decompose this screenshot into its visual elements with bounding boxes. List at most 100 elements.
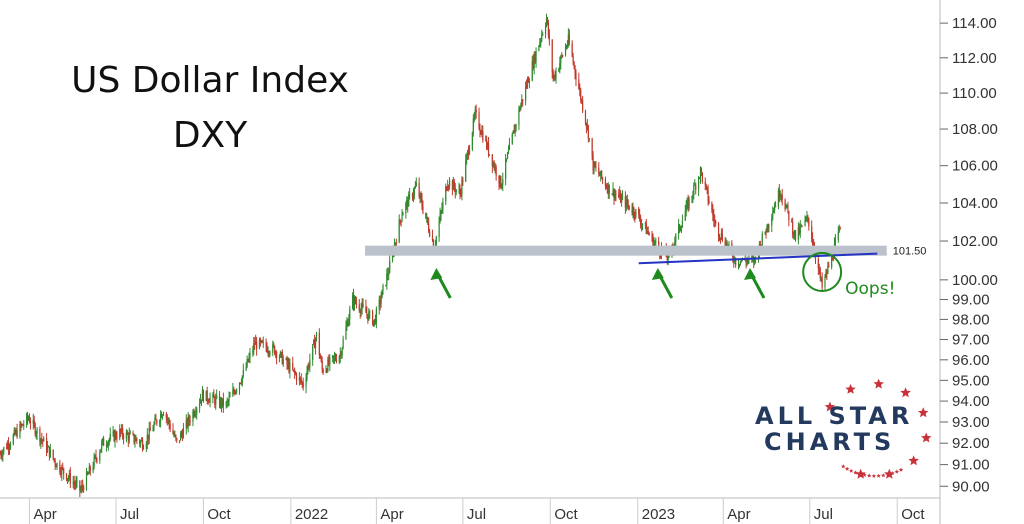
- candle-body: [129, 432, 131, 434]
- candle: [565, 44, 568, 50]
- rising-trendline: [638, 252, 878, 265]
- candle: [83, 484, 85, 493]
- candle-body: [508, 143, 511, 150]
- candle-body: [161, 415, 164, 418]
- candle: [0, 450, 1, 455]
- candle: [253, 336, 255, 356]
- candle: [621, 190, 624, 201]
- candle: [792, 217, 794, 239]
- candle-body: [341, 348, 343, 356]
- candle-body: [554, 75, 556, 79]
- candle: [418, 177, 420, 199]
- candle: [697, 175, 700, 197]
- candle-body: [246, 359, 248, 367]
- candle: [818, 263, 820, 275]
- candle-body: [189, 420, 191, 422]
- candle-body: [794, 230, 797, 240]
- candle: [793, 229, 796, 240]
- candle-body: [545, 17, 548, 26]
- candle-body: [281, 352, 283, 364]
- candle-body: [353, 297, 356, 306]
- candle: [675, 233, 677, 249]
- candle-body: [767, 224, 769, 228]
- candle-body: [704, 181, 706, 185]
- candle: [267, 346, 269, 357]
- candle-body: [648, 233, 650, 236]
- candle-body: [241, 375, 243, 383]
- candle-body: [93, 456, 95, 467]
- candle: [168, 417, 170, 430]
- candle-body: [159, 421, 161, 424]
- candle-body: [757, 254, 760, 258]
- candle-body: [321, 361, 323, 370]
- candle: [600, 170, 602, 182]
- candle-body: [180, 433, 183, 435]
- candle-body: [79, 480, 81, 491]
- candle-body: [839, 228, 841, 230]
- candle-body: [705, 184, 707, 187]
- candle-body: [626, 199, 628, 205]
- candle-body: [339, 353, 341, 357]
- candle: [799, 220, 801, 238]
- candle: [498, 175, 500, 190]
- candle-body: [472, 118, 474, 133]
- candle-body: [259, 339, 262, 342]
- candle-body: [135, 438, 137, 442]
- candle: [532, 54, 534, 71]
- candle-body: [684, 211, 686, 221]
- candle: [715, 219, 717, 227]
- candle-body: [487, 142, 490, 155]
- candle: [26, 412, 28, 428]
- candle-body: [15, 430, 17, 435]
- candle: [678, 219, 680, 240]
- candle-body: [128, 433, 130, 441]
- candle: [793, 231, 795, 240]
- candle-body: [287, 362, 289, 365]
- candle-body: [541, 34, 543, 40]
- candle-body: [299, 377, 301, 379]
- candle: [47, 445, 50, 448]
- candle: [329, 354, 331, 372]
- candle: [586, 118, 588, 131]
- candle: [46, 441, 49, 453]
- candle-body: [80, 489, 82, 491]
- candle: [300, 373, 302, 385]
- candle-body: [544, 25, 547, 34]
- candle: [266, 342, 268, 354]
- candle-body: [499, 176, 501, 184]
- candle: [312, 344, 314, 366]
- candle: [779, 190, 781, 201]
- candle: [102, 437, 104, 446]
- candle: [349, 305, 351, 326]
- candle: [114, 428, 116, 448]
- candle-body: [697, 177, 700, 190]
- candle-body: [306, 371, 308, 379]
- candle: [219, 396, 222, 409]
- candle-body: [501, 184, 503, 188]
- candle: [688, 196, 690, 211]
- candle: [386, 268, 388, 290]
- candle-body: [781, 195, 783, 200]
- candle: [512, 130, 514, 134]
- x-tick-label: 2022: [295, 506, 328, 523]
- candle: [535, 47, 537, 68]
- candle-body: [258, 339, 261, 349]
- candle: [593, 160, 595, 175]
- candle-body: [606, 187, 608, 193]
- candle-body: [141, 440, 143, 442]
- candle: [486, 141, 489, 150]
- candle-body: [765, 231, 767, 233]
- candle-body: [22, 424, 24, 426]
- candle: [453, 178, 455, 192]
- candle: [825, 268, 827, 279]
- candle: [827, 261, 829, 275]
- candle: [295, 372, 298, 385]
- candle: [584, 109, 587, 126]
- candle: [328, 354, 330, 367]
- candle-body: [0, 453, 2, 456]
- candle-body: [40, 438, 42, 443]
- candle-body: [448, 180, 451, 187]
- candle-body: [533, 54, 535, 68]
- candle-body: [374, 319, 377, 324]
- candle: [613, 188, 615, 205]
